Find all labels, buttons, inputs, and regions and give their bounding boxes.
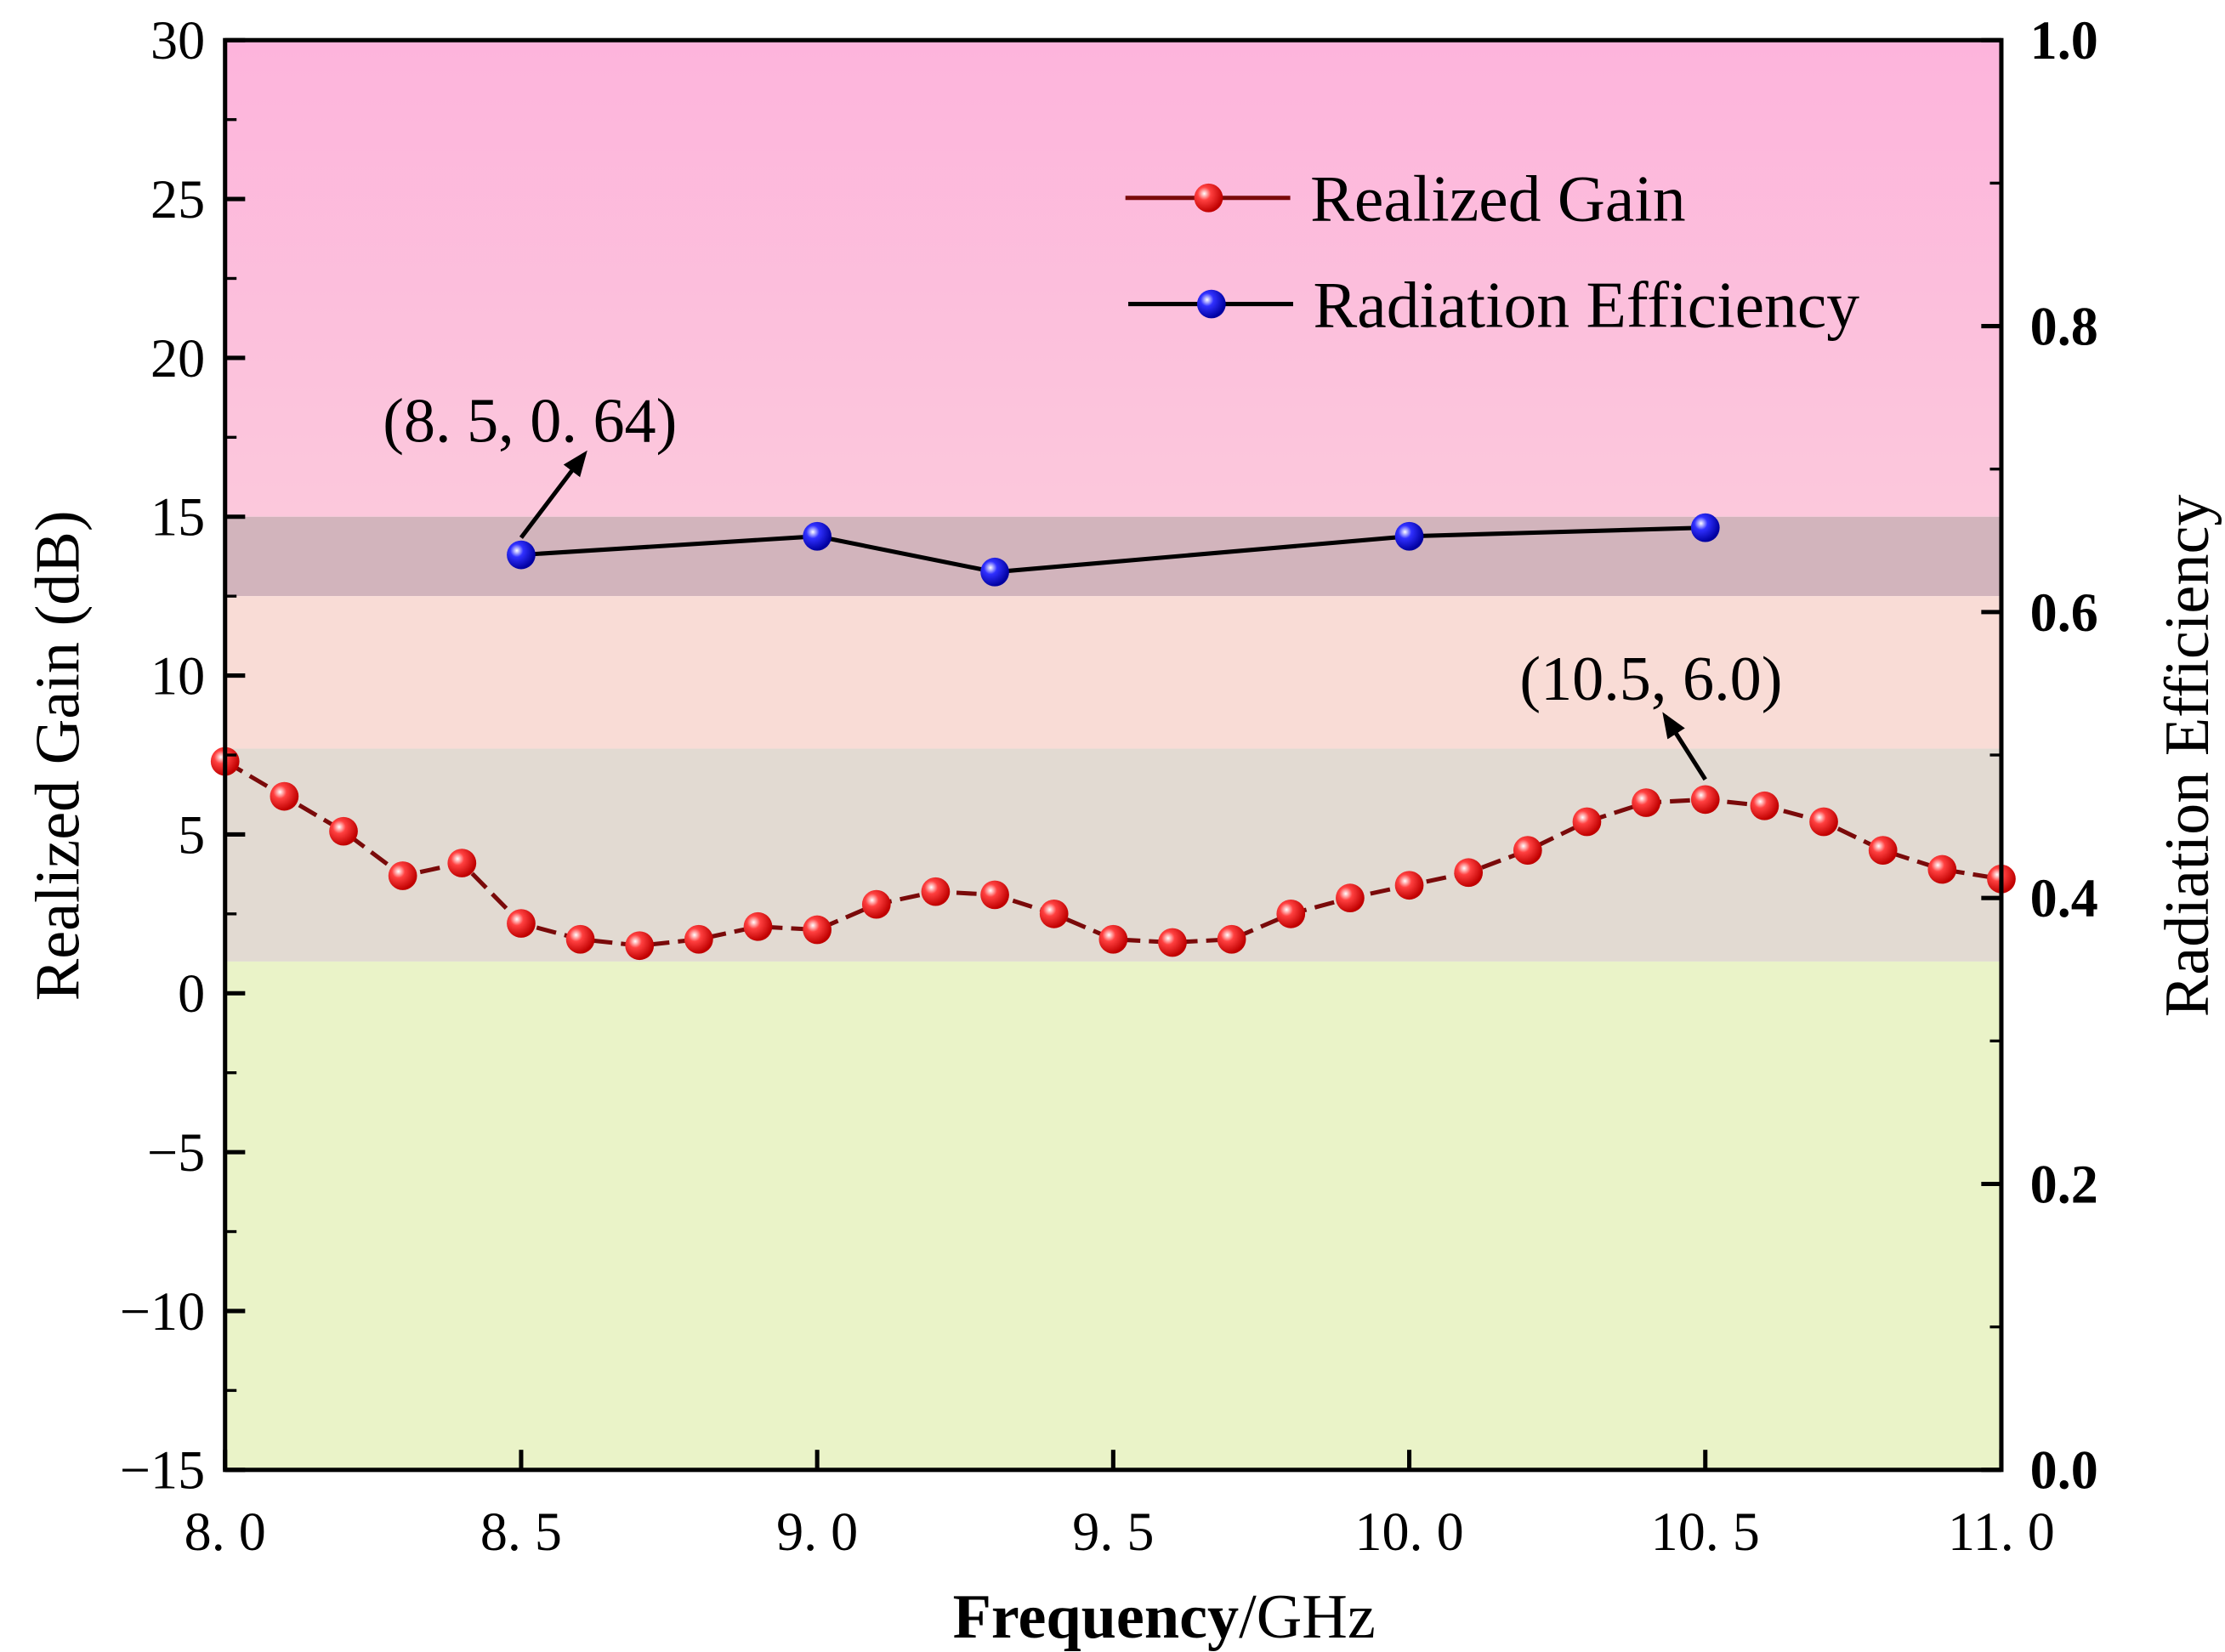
legend-label-radiation-efficiency: Radiation Efficiency [1314, 269, 1860, 342]
x-tick-label: 10. 5 [1651, 1502, 1760, 1562]
data-point [507, 909, 536, 938]
y-tick-label: 5 [178, 804, 205, 865]
data-point [565, 924, 595, 954]
data-point [684, 924, 713, 954]
y2-tick-label: 0.0 [2030, 1440, 2098, 1501]
background-bands [224, 40, 2001, 1470]
data-point [1750, 791, 1779, 820]
y2-tick-label: 0.6 [2030, 582, 2098, 643]
y-tick-label: 30 [150, 10, 205, 71]
y2-tick-label: 0.2 [2030, 1154, 2098, 1214]
data-point [861, 889, 891, 919]
x-axis-label: Frequency/GHz [953, 1582, 1376, 1652]
data-point [1927, 854, 1957, 884]
data-point [447, 849, 477, 877]
background-band [224, 961, 2001, 1470]
background-band [224, 596, 2001, 749]
data-point [1690, 513, 1720, 542]
data-point [980, 557, 1009, 587]
data-point [1454, 858, 1484, 888]
data-point [1039, 899, 1069, 928]
data-point [625, 931, 655, 961]
data-point [1632, 788, 1660, 817]
x-tick-label: 10. 0 [1354, 1502, 1463, 1562]
data-point [1276, 899, 1306, 928]
data-point [1868, 836, 1898, 865]
x-tick-label: 8. 0 [184, 1502, 266, 1562]
x-tick-label: 9. 5 [1072, 1502, 1154, 1562]
y-tick-label: −5 [147, 1122, 205, 1183]
y-tick-label: 20 [150, 328, 205, 389]
y-tick-label: −10 [120, 1281, 205, 1342]
annotation-label: (8. 5, 0. 64) [383, 386, 677, 456]
data-point [388, 861, 417, 890]
data-point [1336, 883, 1365, 913]
legend: Realized Gain Radiation Efficiency [1125, 162, 1860, 342]
data-point [1394, 521, 1424, 551]
data-point [803, 521, 832, 551]
y-tick-label: 10 [150, 646, 205, 707]
y2-axis-label: Radiation Efficiency [2153, 495, 2222, 1018]
y-tick-label: 25 [150, 169, 205, 230]
data-point [803, 915, 832, 945]
annotation-label: (10.5, 6.0) [1519, 644, 1782, 714]
y2-tick-label: 0.8 [2030, 296, 2098, 356]
x-tick-label: 8. 5 [480, 1502, 562, 1562]
background-band [224, 516, 2001, 597]
y-tick-label: −15 [120, 1440, 205, 1501]
data-point [270, 781, 299, 811]
data-point [1217, 924, 1246, 954]
legend-marker-realized-gain [1194, 183, 1223, 213]
data-point [743, 911, 773, 941]
data-point [1158, 928, 1187, 957]
annotation-arrow [1662, 712, 1707, 781]
data-point [1513, 836, 1542, 865]
y2-tick-label: 1.0 [2030, 10, 2098, 71]
data-point [1394, 871, 1424, 900]
y-axis-label: Realized Gain (dB) [24, 510, 94, 1001]
legend-label-realized-gain: Realized Gain [1310, 162, 1685, 236]
data-point [921, 877, 951, 906]
data-point [1809, 807, 1838, 837]
data-point [1690, 785, 1720, 815]
legend-marker-radiation-efficiency [1196, 289, 1226, 319]
annotation-arrow [519, 450, 587, 539]
x-tick-label: 11. 0 [1948, 1502, 2055, 1562]
data-point [980, 880, 1009, 910]
x-tick-label: 9. 0 [776, 1502, 858, 1562]
data-point [1098, 924, 1128, 954]
y2-tick-label: 0.4 [2030, 868, 2098, 928]
data-point [507, 540, 536, 570]
data-point [1572, 807, 1602, 837]
y-tick-label: 0 [178, 963, 205, 1024]
y-tick-label: 15 [150, 487, 205, 548]
background-band [224, 40, 2001, 517]
data-point [329, 816, 358, 846]
